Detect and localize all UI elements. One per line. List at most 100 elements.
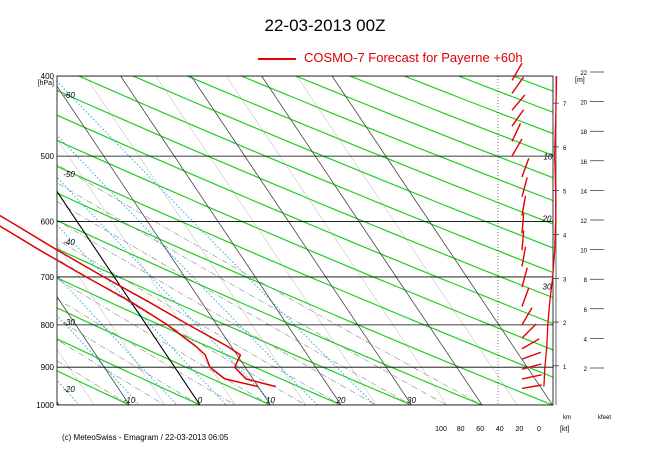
dewpoint-profile-line [0, 225, 259, 388]
dry-adiabat-line [403, 76, 553, 135]
height-unit-label: [m] [575, 77, 585, 84]
plot-area [0, 76, 553, 405]
dry-adiabat-line [57, 403, 60, 405]
wind-speed-tick-label: 40 [496, 426, 504, 433]
wind-arrow [521, 195, 527, 216]
wind-speed-profile-label: 30 [543, 283, 552, 292]
kfeet-tick-label: 6 [584, 308, 588, 314]
wind-arrow [511, 62, 523, 81]
moist-adiabat-line [57, 239, 342, 405]
mixing-ratio-line [57, 275, 178, 405]
wind-arrow [511, 76, 525, 94]
kfeet-tick-label: 10 [580, 249, 587, 255]
legend: COSMO-7 Forecast for Payerne +60h [258, 50, 523, 66]
pressure-tick-label: 1000 [36, 401, 54, 410]
wind-speed-profile-label: 10 [544, 153, 553, 162]
pressure-tick-label: 900 [41, 363, 55, 372]
isotherm-left-label: -60 [63, 91, 75, 100]
wind-speed-tick-label: 20 [516, 426, 524, 433]
dry-adiabat-line [57, 277, 342, 405]
wind-arrow [521, 213, 525, 234]
legend-label: COSMO-7 Forecast for Payerne +60h [304, 50, 523, 65]
km-tick-label: 1 [563, 365, 567, 371]
wind-arrow [521, 363, 542, 370]
kfeet-tick-label: 18 [580, 130, 587, 136]
dry-adiabat-line [57, 139, 553, 351]
wind-arrow [521, 267, 528, 288]
pressure-tick-label: 800 [41, 321, 55, 330]
km-tick-label: 7 [563, 102, 567, 108]
wind-speed-tick-label: 0 [537, 426, 541, 433]
isotherm-left-label: -20 [63, 385, 75, 394]
dry-adiabat-line [57, 114, 553, 325]
wind-arrow [521, 177, 528, 197]
wind-arrow [521, 351, 542, 360]
kfeet-tick-label: 14 [580, 189, 587, 195]
kfeet-tick-label: 2 [584, 367, 588, 373]
wind-arrow [521, 338, 540, 350]
km-tick-label: 4 [563, 233, 567, 239]
isotherm-line [120, 76, 342, 405]
isotherm-left-label: -40 [63, 238, 75, 247]
pressure-tick-label: 600 [41, 218, 55, 227]
isotherm-line [57, 401, 60, 405]
moist-adiabat-line [57, 258, 306, 405]
isotherm-line [57, 243, 165, 405]
wind-arrow [521, 287, 530, 307]
wind-arrow [521, 323, 537, 339]
temperature-tick-label: 20 [336, 396, 346, 405]
isotherm-line [57, 138, 236, 405]
isotherm-line [296, 76, 518, 405]
wind-arrow [511, 138, 523, 157]
temperature-tick-label: 10 [266, 396, 275, 405]
isotherm-line [57, 190, 201, 405]
isotherm-line [0, 76, 24, 405]
temperature-tick-label: 30 [407, 396, 416, 405]
km-tick-label: 5 [563, 190, 567, 196]
chart-title: 22-03-2013 00Z [264, 16, 386, 35]
kfeet-axis-label: kfeet [598, 415, 611, 421]
wind-arrow [521, 307, 533, 326]
dry-adiabat-line [132, 76, 553, 249]
wind-speed-profile-line [543, 75, 558, 387]
isotherm-line [155, 76, 377, 405]
temperature-tick-label: -10 [124, 396, 136, 405]
isotherm-left-label: -30 [63, 318, 75, 327]
km-tick-label: 2 [563, 321, 567, 327]
wind-arrow [511, 94, 526, 111]
wind-speed-tick-label: 60 [476, 426, 484, 433]
wind-arrow [521, 230, 525, 251]
dry-adiabat-line [241, 76, 553, 202]
isotherm-line [57, 296, 130, 405]
wind-arrow [521, 157, 530, 178]
km-axis-label: km [563, 415, 571, 421]
kfeet-tick-label: 12 [580, 219, 587, 225]
pressure-axis-label: [hPa] [38, 80, 54, 87]
wind-arrow [521, 246, 527, 267]
footer-credit: (c) MeteoSwiss - Emagram / 22-03-2013 06… [62, 433, 229, 442]
wind-arrow [511, 123, 522, 142]
pressure-tick-label: 500 [41, 152, 55, 161]
moist-adiabat-line [57, 298, 236, 405]
isotherm-line [226, 76, 447, 405]
isotherm-left-label: -50 [63, 170, 75, 179]
kfeet-tick-label: 20 [580, 101, 587, 107]
legend-line-swatch [258, 57, 296, 60]
temperature-tick-label: 0 [198, 396, 203, 405]
kfeet-tick-label: 4 [584, 337, 588, 343]
km-tick-label: 3 [563, 277, 567, 283]
kfeet-tick-label: 8 [584, 278, 588, 284]
isotherm-line [85, 76, 306, 405]
mixing-ratio-line [0, 76, 6, 405]
wind-arrow [521, 374, 542, 380]
pressure-tick-label: 700 [41, 273, 55, 282]
wind-speed-tick-label: 80 [457, 426, 465, 433]
km-tick-label: 6 [563, 146, 567, 152]
wind-speed-unit-label: [kt] [560, 426, 569, 433]
wind-arrow [521, 384, 542, 390]
dry-adiabat-line [458, 76, 553, 113]
wind-speed-tick-label: 100 [435, 426, 447, 433]
isotherm-line [261, 76, 483, 405]
plot-frame [56, 75, 554, 406]
